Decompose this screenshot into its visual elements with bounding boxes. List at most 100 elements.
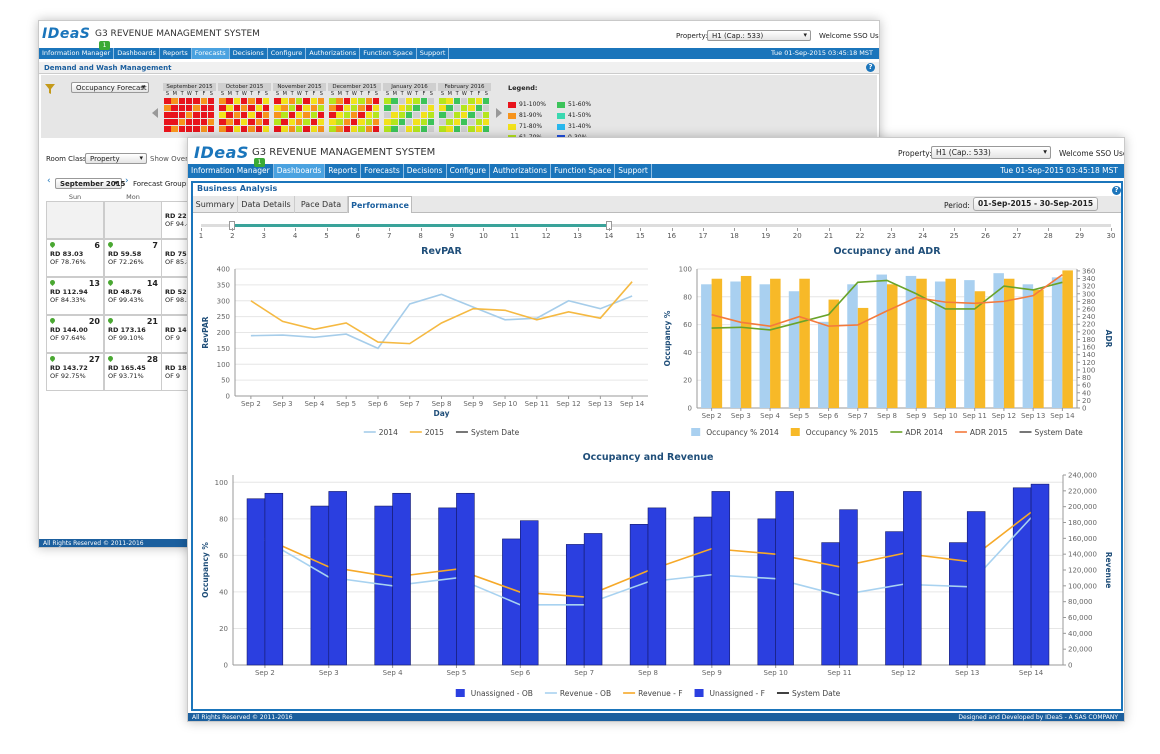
help-icon[interactable]: ? <box>1112 186 1121 195</box>
x-tick-label: Sep 8 <box>877 412 897 420</box>
heat-cell <box>240 119 248 126</box>
weekday: W <box>241 91 247 97</box>
menu-item[interactable]: Information Manager <box>188 164 274 178</box>
menu-item[interactable]: Authorizations <box>306 48 361 59</box>
y2-axis-label: Revenue <box>1104 552 1113 589</box>
y2-tick-label: 40,000 <box>1068 630 1093 638</box>
room-class-label: Room Class: <box>46 155 89 163</box>
of-value: OF 99.10% <box>108 334 144 342</box>
heat-cell <box>226 119 233 126</box>
menu-item[interactable]: Forecasts <box>361 164 404 178</box>
heat-cell <box>420 119 427 126</box>
menu-item[interactable]: Support <box>615 164 652 178</box>
tick-mark <box>954 228 956 231</box>
menu-item[interactable]: Dashboards <box>273 164 326 178</box>
y2-tick-label: 80,000 <box>1068 598 1093 606</box>
weekday: S <box>330 91 335 97</box>
y2-tick-label: 240,000 <box>1068 472 1097 480</box>
slider-handle[interactable] <box>229 221 235 230</box>
prev-month[interactable]: ‹ <box>47 176 51 186</box>
calendar-cell: 14 RD 48.76 OF 99.43% <box>104 277 162 315</box>
tick-mark <box>483 228 485 231</box>
heat-cell <box>303 105 310 112</box>
tab-bar: Summary Data Details Pace Data Performance <box>193 196 1121 213</box>
calendar-month[interactable]: September 2015 <box>55 178 125 189</box>
menu-item[interactable]: Decisions <box>230 48 268 59</box>
room-class-select[interactable]: Property <box>85 153 147 164</box>
next-month[interactable]: › <box>125 176 129 186</box>
menu-item[interactable]: Forecasts <box>191 48 230 59</box>
bar <box>730 281 741 408</box>
legend-label: ADR 2014 <box>905 428 943 437</box>
tab[interactable]: Performance <box>348 196 412 213</box>
weekday: S <box>440 91 445 97</box>
menu-item[interactable]: Function Space <box>360 48 417 59</box>
y2-tick-label: 340 <box>1082 275 1095 283</box>
bar <box>974 291 986 408</box>
weekday: W <box>461 91 467 97</box>
weekday: S <box>429 91 433 97</box>
tick-mark <box>452 228 454 231</box>
analysis-panel <box>191 181 1123 711</box>
property-select[interactable]: H1 (Cap.: 533) <box>707 30 811 41</box>
heat-cell <box>185 119 193 126</box>
y-axis-label: Occupancy % <box>201 542 210 598</box>
menu-item[interactable]: Configure <box>447 164 490 178</box>
heat-cell <box>365 105 372 112</box>
period-label: Period: <box>944 201 970 210</box>
tab[interactable]: Pace Data <box>295 196 348 213</box>
menu-item[interactable]: Authorizations <box>490 164 552 178</box>
weekday: S <box>374 91 378 97</box>
heat-cell <box>446 112 453 119</box>
menu-item[interactable]: Reports <box>325 164 362 178</box>
forecast-select[interactable]: Occupancy Forecast <box>71 82 149 93</box>
menu-item[interactable]: Dashboards <box>114 48 160 59</box>
heat-cell <box>468 105 475 112</box>
tab[interactable]: Data Details <box>238 196 295 213</box>
menu-item[interactable]: Function Space <box>551 164 616 178</box>
menu-item[interactable]: Support <box>417 48 450 59</box>
menu-item[interactable]: Configure <box>268 48 307 59</box>
legend: Occupancy % 2014 Occupancy % 2015 ADR 2014… <box>691 428 1083 437</box>
tick-mark <box>985 228 987 231</box>
tick-mark <box>546 228 548 231</box>
y-tick-label: 80 <box>219 515 228 523</box>
heat-cell <box>329 98 336 105</box>
heat-cell <box>219 119 226 126</box>
day-label: 30 <box>1106 232 1116 240</box>
next-arrow[interactable] <box>495 107 503 119</box>
y2-tick-label: 20,000 <box>1068 646 1093 654</box>
weekday: T <box>455 91 459 97</box>
y2-tick-label: 60,000 <box>1068 614 1093 622</box>
heat-cell <box>200 98 207 105</box>
heat-cell <box>288 105 296 112</box>
help-icon[interactable]: ? <box>866 63 875 72</box>
tab[interactable]: Summary <box>193 196 238 213</box>
x-tick-label: Sep 14 <box>1019 669 1044 677</box>
x-tick-label: Sep 13 <box>955 669 979 677</box>
heat-cell <box>439 98 446 105</box>
heat-cell <box>178 98 186 105</box>
tick-mark <box>797 228 799 231</box>
y-tick-label: 50 <box>221 377 230 385</box>
prev-arrow[interactable] <box>151 107 159 119</box>
property-select[interactable]: H1 (Cap.: 533) <box>931 146 1051 159</box>
heat-cell <box>233 105 241 112</box>
y-tick-label: 300 <box>217 297 230 305</box>
filter-icon[interactable] <box>44 83 56 95</box>
menu-item[interactable]: Information Manager <box>39 48 115 59</box>
y-tick-label: 40 <box>219 588 228 596</box>
heat-cell <box>164 112 171 119</box>
legend-label: 81-90% <box>519 112 543 119</box>
heat-cell <box>405 105 413 112</box>
menu-item[interactable]: Reports <box>160 48 192 59</box>
legend-label: 71-80% <box>519 123 543 130</box>
heat-cell <box>482 126 490 133</box>
heat-cell <box>281 119 288 126</box>
heat-cell <box>446 119 453 126</box>
period-button[interactable]: 01-Sep-2015 - 30-Sep-2015 <box>973 197 1098 211</box>
menu-item[interactable]: Decisions <box>404 164 447 178</box>
bar <box>799 278 810 408</box>
of-value: OF 9 <box>165 372 181 380</box>
x-tick-label: Sep 5 <box>789 412 809 420</box>
